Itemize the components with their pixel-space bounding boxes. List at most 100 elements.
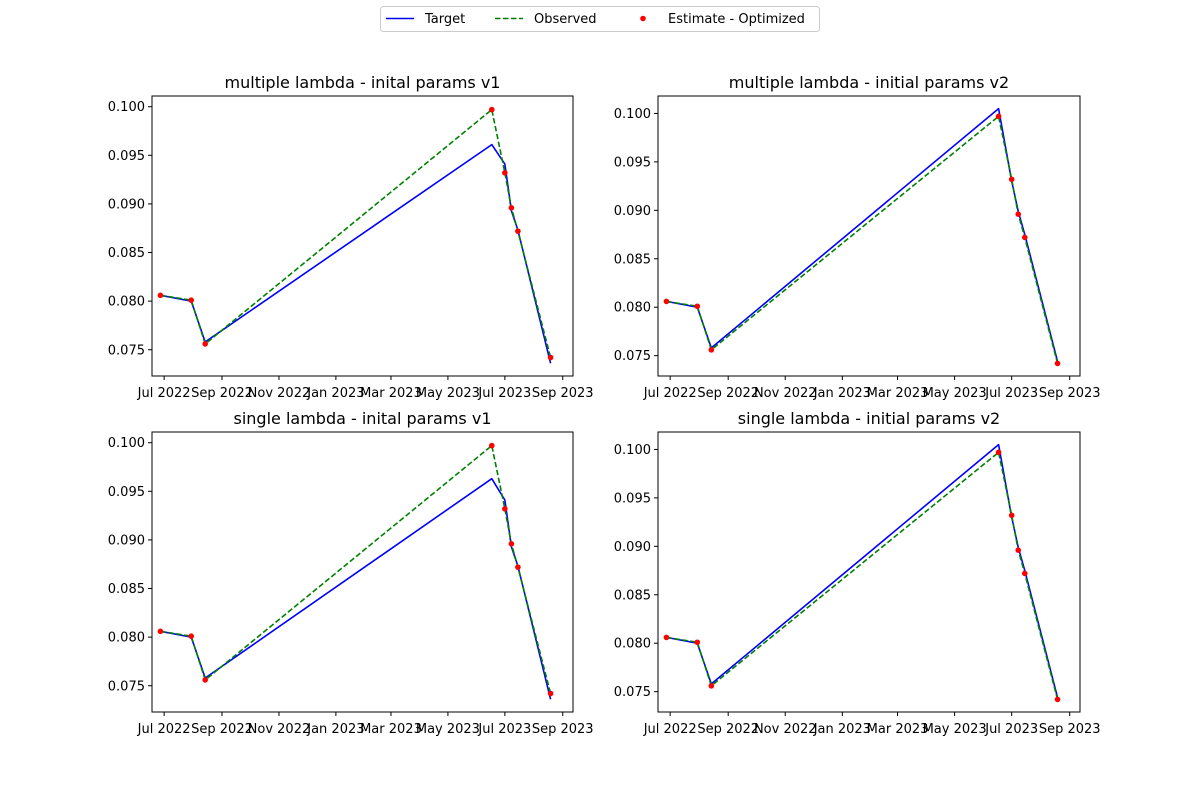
- x-tick-label: Sep 2023: [532, 722, 594, 737]
- estimate-point: [188, 633, 195, 639]
- x-tick-label: Nov 2022: [248, 722, 311, 737]
- axes-frame: [151, 431, 574, 713]
- estimate-point: [1021, 234, 1028, 241]
- x-tick-label: Jul 2022: [643, 722, 697, 737]
- subplot-title: multiple lambda - inital params v1: [225, 73, 501, 92]
- subplot-title: single lambda - inital params v1: [234, 409, 492, 428]
- estimate-point: [515, 564, 521, 570]
- estimate-point: [995, 449, 1002, 456]
- estimate-point: [502, 506, 508, 512]
- y-tick-label: 0.080: [614, 637, 651, 652]
- axes-frame: [657, 95, 1081, 377]
- y-tick-label: 0.085: [108, 246, 145, 261]
- estimate-point: [202, 677, 209, 683]
- y-tick-label: 0.075: [614, 685, 651, 700]
- subplot-title: multiple lambda - initial params v2: [729, 73, 1009, 92]
- legend-frame: [380, 6, 820, 32]
- y-tick-label: 0.085: [614, 588, 651, 603]
- observed-line: [160, 108, 552, 358]
- estimate-point: [694, 303, 701, 310]
- y-tick-label: 0.080: [614, 301, 651, 316]
- legend-observed-label: Observed: [534, 12, 597, 27]
- x-tick-label: Jan 2023: [306, 722, 364, 737]
- plot-area: [157, 106, 554, 364]
- plot-area: [157, 442, 554, 700]
- estimate-point: [508, 541, 515, 547]
- estimate-point: [547, 354, 554, 361]
- x-tick-label: Jul 2022: [137, 722, 191, 737]
- estimate-point: [1015, 547, 1022, 553]
- subplot-single-lambda-v1: single lambda - inital params v1 0.075 0.…: [108, 409, 594, 737]
- legend: Target Observed Estimate - Optimized: [380, 6, 820, 32]
- target-line: [666, 107, 1059, 362]
- estimate-point: [694, 639, 701, 646]
- estimate-point: [1021, 570, 1028, 577]
- y-tick-label: 0.095: [108, 485, 145, 500]
- estimate-point: [508, 205, 515, 211]
- subplot-title: single lambda - initial params v2: [738, 409, 1000, 428]
- subplot-multiple-lambda-v1: multiple lambda - inital params v1 0.075…: [108, 73, 594, 401]
- x-tick-label: Nov 2022: [248, 386, 311, 401]
- estimate-point: [515, 228, 521, 234]
- legend-estimate-label: Estimate - Optimized: [668, 12, 805, 27]
- y-tick-label: 0.100: [614, 443, 651, 458]
- y-tick-label: 0.075: [614, 349, 651, 364]
- y-tick-label: 0.090: [614, 204, 651, 219]
- estimate-point: [157, 292, 164, 299]
- x-tick-label: Nov 2022: [754, 722, 817, 737]
- plot-area: [663, 443, 1061, 703]
- x-tick-label: Sep 2022: [191, 386, 253, 401]
- estimate-point: [502, 170, 508, 176]
- estimate-point: [202, 341, 209, 347]
- x-tick-label: Sep 2023: [1039, 386, 1101, 401]
- observed-line: [666, 451, 1059, 700]
- x-tick-label: Jul 2023: [984, 386, 1038, 401]
- x-tick-label: Jul 2023: [477, 386, 531, 401]
- x-tick-label: Jan 2023: [306, 386, 364, 401]
- target-line: [160, 477, 552, 700]
- estimate-point: [188, 297, 195, 303]
- estimate-point: [157, 628, 164, 635]
- y-tick-label: 0.080: [108, 631, 145, 646]
- estimate-point: [1015, 211, 1022, 217]
- y-tick-label: 0.095: [614, 155, 651, 170]
- x-tick-label: May 2023: [923, 722, 987, 737]
- x-tick-label: Nov 2022: [754, 386, 817, 401]
- estimate-point: [488, 442, 495, 449]
- estimate-point: [663, 298, 670, 305]
- y-tick-label: 0.095: [614, 491, 651, 506]
- x-tick-label: Jan 2023: [813, 386, 871, 401]
- y-tick-label: 0.095: [108, 149, 145, 164]
- x-tick-label: Mar 2023: [360, 386, 422, 401]
- target-line: [160, 143, 552, 364]
- observed-line: [160, 444, 552, 694]
- x-tick-label: May 2023: [416, 386, 480, 401]
- legend-estimate-swatch: [640, 15, 646, 22]
- estimate-point: [1054, 696, 1061, 703]
- x-tick-label: Sep 2023: [1039, 722, 1101, 737]
- estimate-point: [708, 347, 715, 353]
- estimate-point: [547, 690, 554, 697]
- x-tick-label: Sep 2023: [532, 386, 594, 401]
- x-tick-label: Jul 2022: [137, 386, 191, 401]
- legend-target-label: Target: [424, 12, 465, 27]
- estimate-point: [1008, 176, 1015, 183]
- x-tick-label: Jul 2023: [477, 722, 531, 737]
- subplot-multiple-lambda-v2: multiple lambda - initial params v2 0.07…: [614, 73, 1101, 401]
- axes-frame: [657, 431, 1081, 713]
- subplot-single-lambda-v2: single lambda - initial params v2 0.075 0…: [614, 409, 1101, 737]
- target-line: [666, 443, 1059, 698]
- x-tick-label: Sep 2022: [697, 386, 759, 401]
- observed-line: [666, 115, 1059, 364]
- y-tick-label: 0.085: [614, 252, 651, 267]
- axes-frame: [151, 95, 574, 377]
- x-tick-label: Jul 2023: [984, 722, 1038, 737]
- estimate-point: [488, 106, 495, 113]
- plot-area: [663, 107, 1061, 367]
- y-tick-label: 0.090: [108, 533, 145, 548]
